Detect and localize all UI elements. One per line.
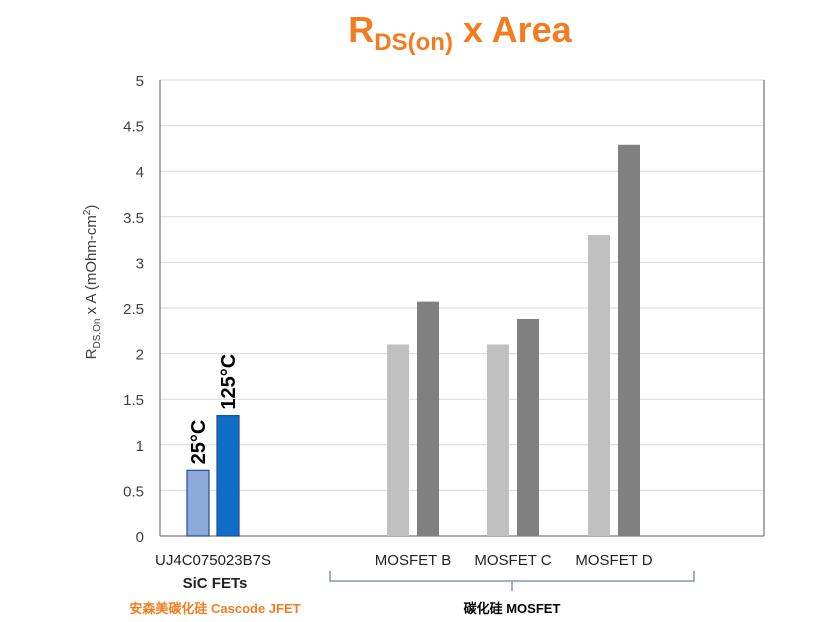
x-tick-label: MOSFET D [575,552,652,569]
y-axis-label-end: ) [83,205,100,210]
chart-title-rest: x Area [453,9,573,50]
chart-title-subscript: DS(on) [374,29,453,56]
bar [216,415,240,537]
bar [186,469,210,537]
gridlines [159,79,765,537]
y-axis-label-rest: x A (mOhm-cm [83,215,100,318]
bar-data-label: 125°C [218,354,240,410]
y-tick-label: 4 [136,164,144,181]
y-tick-label: 0 [136,529,144,546]
x-tick-labels: UJ4C075023B7S MOSFET B MOSFET C MOSFET D [155,552,653,569]
bar-data-label: 25°C [188,420,210,465]
bar [618,144,640,536]
y-axis-label-superscript: 2 [82,209,93,215]
y-axis-label: RDS,On x A (mOhm-cm2) [82,205,103,360]
bar [517,318,539,536]
bars [186,144,640,537]
x-tick-label: UJ4C075023B7S [155,552,271,569]
y-tick-label: 2.5 [123,301,144,318]
chart-title-main: R [348,9,374,50]
bottom-label-mosfet: 碳化硅 MOSFET [464,601,561,616]
y-tick-label: 2 [136,347,144,364]
subgroup-label: SiC FETs [183,575,248,592]
bottom-label-cascode: 安森美碳化硅 Cascode JFET [129,601,300,616]
y-axis-label-main: R [83,348,100,359]
y-tick-label: 1.5 [123,392,144,409]
y-tick-label: 3.5 [123,210,144,227]
y-tick-label: 0.5 [123,483,144,500]
bar [417,301,439,536]
bar-labels: 25°C 125°C [188,354,240,465]
mosfet-group-bracket [329,571,695,591]
y-tick-label: 1 [136,438,144,455]
y-axis-label-subscript: DS,On [92,319,103,349]
chart-title: RDS(on) x Area [348,9,572,56]
y-tick-label: 5 [136,73,144,90]
bar [487,344,509,536]
x-tick-label: MOSFET B [375,552,451,569]
bar [387,344,409,536]
x-tick-label: MOSFET C [474,552,551,569]
bar [588,235,610,537]
y-tick-label: 4.5 [123,119,144,136]
y-tick-label: 3 [136,255,144,272]
y-tick-labels: 0 0.5 1 1.5 2 2.5 3 3.5 4 4.5 5 [123,73,144,546]
